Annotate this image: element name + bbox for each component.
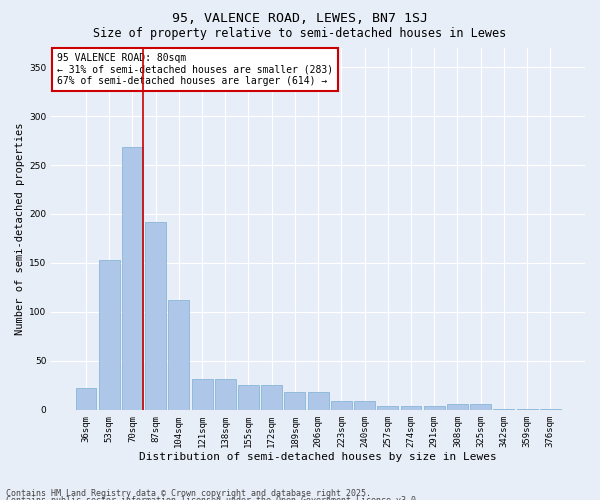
Bar (215, 380, 236, 410)
Bar (354, 401, 375, 410)
Bar (424, 406, 445, 410)
Bar (331, 401, 352, 410)
Bar (493, 409, 514, 410)
Text: Contains public sector information licensed under the Open Government Licence v3: Contains public sector information licen… (6, 496, 421, 500)
Text: 95, VALENCE ROAD, LEWES, BN7 1SJ: 95, VALENCE ROAD, LEWES, BN7 1SJ (172, 12, 428, 26)
Bar (191, 380, 212, 410)
Bar (99, 260, 119, 410)
Bar (447, 404, 468, 410)
Bar (169, 300, 189, 410)
Bar (145, 222, 166, 410)
Bar (377, 406, 398, 410)
Bar (470, 404, 491, 410)
Bar (517, 409, 538, 410)
Text: Size of property relative to semi-detached houses in Lewes: Size of property relative to semi-detach… (94, 28, 506, 40)
Bar (76, 388, 97, 410)
Text: Contains HM Land Registry data © Crown copyright and database right 2025.: Contains HM Land Registry data © Crown c… (6, 488, 371, 498)
X-axis label: Distribution of semi-detached houses by size in Lewes: Distribution of semi-detached houses by … (139, 452, 497, 462)
Text: 95 VALENCE ROAD: 80sqm
← 31% of semi-detached houses are smaller (283)
67% of se: 95 VALENCE ROAD: 80sqm ← 31% of semi-det… (56, 53, 333, 86)
Bar (261, 386, 282, 410)
Bar (401, 406, 421, 410)
Bar (540, 409, 561, 410)
Bar (122, 148, 143, 410)
Bar (308, 392, 329, 410)
Y-axis label: Number of semi-detached properties: Number of semi-detached properties (15, 122, 25, 335)
Bar (284, 392, 305, 410)
Bar (238, 386, 259, 410)
